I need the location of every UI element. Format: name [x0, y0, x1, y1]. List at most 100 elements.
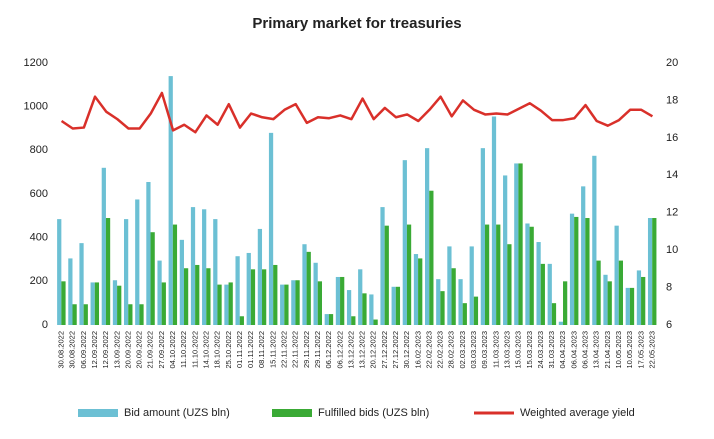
bar — [496, 224, 501, 325]
bar — [596, 260, 601, 325]
x-tick-label: 20.12.2022 — [369, 331, 378, 369]
bar — [395, 286, 401, 325]
bar — [581, 186, 586, 325]
bar — [536, 242, 541, 325]
bar — [451, 268, 456, 325]
x-tick-label: 06.04.2023 — [569, 331, 578, 369]
bar — [190, 207, 196, 325]
bar — [172, 224, 178, 325]
bar — [484, 224, 490, 325]
bar — [629, 287, 635, 325]
bar — [157, 260, 162, 325]
bar — [641, 276, 646, 325]
bar — [313, 262, 318, 325]
bar — [217, 284, 222, 325]
bar — [551, 303, 557, 325]
y-tick-label: 1000 — [24, 101, 48, 113]
y-tick-label: 400 — [30, 232, 48, 244]
bar — [369, 294, 374, 325]
x-tick-label: 30.08.2022 — [57, 331, 66, 369]
bar — [652, 218, 657, 325]
x-tick-label: 29.11.2022 — [313, 331, 322, 368]
bar — [529, 226, 534, 325]
x-tick-label: 04.10.2022 — [168, 331, 177, 369]
x-tick-label: 13.12.2022 — [358, 331, 367, 369]
bar — [61, 281, 66, 325]
x-tick-label: 28.02.2023 — [447, 331, 456, 369]
bar — [128, 304, 133, 325]
bar — [447, 246, 452, 325]
bar — [117, 285, 122, 325]
y-tick-label: 0 — [42, 319, 48, 331]
y2-tick-label: 8 — [666, 281, 672, 293]
bar — [228, 282, 233, 325]
bar — [72, 304, 77, 325]
x-tick-label: 13.03.2023 — [502, 331, 511, 369]
bar — [592, 155, 597, 325]
bar — [183, 268, 189, 325]
bar — [57, 219, 62, 325]
x-tick-label: 15.11.2022 — [268, 331, 277, 368]
y2-tick-label: 16 — [666, 132, 678, 144]
x-tick-label: 12.09.2022 — [101, 331, 110, 369]
bar — [558, 321, 564, 325]
bar — [105, 218, 111, 325]
y2-tick-label: 6 — [666, 319, 672, 331]
x-tick-label: 03.03.2023 — [469, 331, 478, 369]
x-tick-label: 16.02.2023 — [413, 331, 422, 369]
bar — [425, 148, 430, 325]
x-tick-label: 22.11.2022 — [291, 331, 300, 368]
bar — [503, 175, 508, 325]
bar — [306, 251, 311, 325]
x-tick-label: 11.10.2022 — [190, 331, 199, 368]
x-tick-label: 13.04.2023 — [592, 331, 601, 369]
bar — [90, 282, 95, 325]
y2-tick-label: 10 — [666, 244, 678, 256]
bar — [284, 284, 289, 325]
bar — [440, 291, 445, 325]
bar — [351, 316, 356, 325]
legend-label: Weighted average yield — [520, 407, 635, 419]
x-tick-label: 06.12.2022 — [335, 331, 344, 369]
bar — [101, 167, 106, 325]
bar — [324, 314, 329, 325]
bar — [168, 76, 173, 325]
bar — [150, 232, 155, 325]
bar — [346, 290, 352, 325]
bar — [574, 216, 579, 325]
x-tick-label: 20.09.2022 — [123, 331, 132, 369]
x-tick-label: 25.10.2022 — [224, 331, 233, 369]
bar — [328, 314, 334, 325]
y-tick-label: 200 — [30, 275, 48, 287]
bar — [235, 256, 240, 325]
bar — [112, 280, 118, 325]
x-tick-label: 09.03.2023 — [480, 331, 489, 369]
x-tick-label: 06.09.2022 — [79, 331, 88, 369]
bar — [436, 279, 441, 325]
bar — [291, 280, 296, 325]
x-tick-label: 14.10.2022 — [201, 331, 210, 369]
bar — [195, 264, 200, 325]
bar — [262, 269, 267, 325]
legend-swatch — [272, 409, 312, 417]
x-tick-label: 01.11.2022 — [246, 331, 255, 368]
bar — [607, 281, 612, 325]
bar — [139, 304, 144, 325]
bar — [462, 303, 467, 325]
bar — [239, 316, 244, 325]
bar — [547, 263, 552, 325]
bar — [402, 160, 407, 325]
bar — [480, 148, 485, 325]
bar — [518, 163, 523, 325]
bar — [418, 258, 423, 325]
bar — [429, 190, 434, 325]
x-tick-label: 29.11.2022 — [302, 331, 311, 368]
bar — [83, 304, 88, 325]
bar — [491, 116, 497, 325]
bar — [224, 284, 229, 325]
bar — [540, 263, 545, 325]
x-tick-label: 13.09.2022 — [112, 331, 121, 369]
x-tick-label: 22.11.2022 — [280, 331, 289, 368]
x-tick-label: 20.09.2022 — [135, 331, 144, 369]
